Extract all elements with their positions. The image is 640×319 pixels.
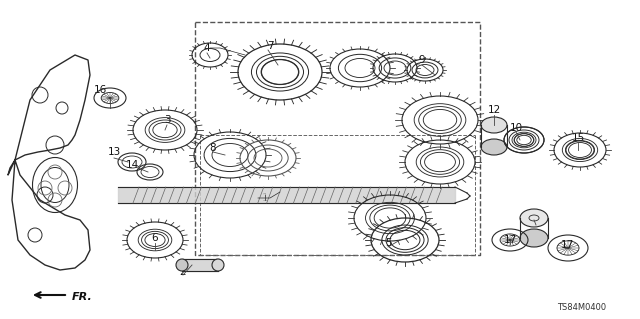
Ellipse shape	[176, 259, 188, 271]
Ellipse shape	[520, 229, 548, 247]
Text: 6: 6	[152, 233, 158, 243]
Text: 2: 2	[180, 267, 186, 277]
Text: 9: 9	[419, 55, 426, 65]
Text: 1: 1	[262, 193, 268, 203]
Ellipse shape	[481, 117, 507, 133]
Text: 17: 17	[504, 235, 516, 245]
Text: 16: 16	[93, 85, 107, 95]
Text: 10: 10	[509, 123, 523, 133]
Text: 15: 15	[572, 133, 584, 143]
Text: 11: 11	[529, 215, 543, 225]
Text: FR.: FR.	[72, 292, 93, 302]
Text: 5: 5	[385, 238, 391, 248]
Text: 12: 12	[488, 105, 500, 115]
Text: 14: 14	[125, 160, 139, 170]
Text: TS84M0400: TS84M0400	[557, 303, 607, 313]
Text: 7: 7	[267, 41, 273, 51]
Text: 17: 17	[561, 240, 573, 250]
Text: 4: 4	[204, 43, 211, 53]
Text: 13: 13	[108, 147, 120, 157]
Text: 3: 3	[164, 115, 170, 125]
Text: 8: 8	[210, 143, 216, 153]
Ellipse shape	[212, 259, 224, 271]
Ellipse shape	[481, 139, 507, 155]
Ellipse shape	[520, 209, 548, 227]
